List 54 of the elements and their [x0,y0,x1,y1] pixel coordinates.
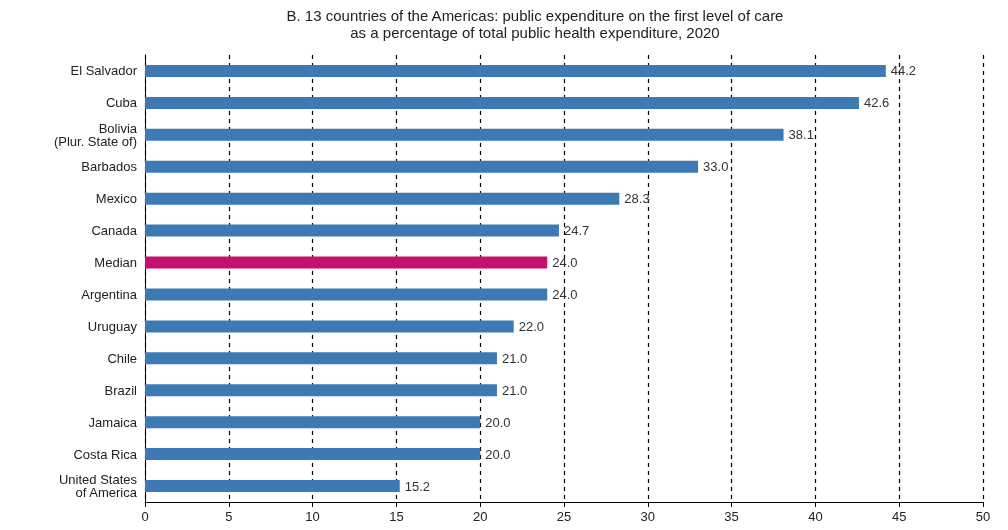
y-tick-label: Jamaica [88,414,138,430]
x-tick-label: 40 [808,509,823,524]
x-tick-label: 50 [975,509,991,524]
bar [145,96,859,109]
x-tick-label: 45 [891,509,907,524]
data-label: 20.0 [485,446,511,462]
bar [145,352,497,365]
data-label: 28.3 [624,191,650,207]
x-tick-label: 15 [389,509,404,524]
chart-title: B. 13 countries of the Americas: public expenditure on the first level of care as a percentage of total public health expenditure, 2020 [286,7,784,41]
y-tick-label: United States of America [58,472,138,501]
bar [145,224,559,237]
data-label: 24.7 [563,223,590,239]
data-label: 24.0 [552,286,578,302]
x-tick-label: 0 [141,509,149,524]
bar [145,320,514,333]
data-label: 44.2 [890,63,917,79]
bar [145,448,481,461]
x-tick-label: 20 [472,509,488,524]
x-tick-label: 5 [225,509,233,524]
y-tick-label: Chile [107,350,137,366]
data-label: 38.1 [788,127,814,143]
data-label: 24.0 [552,255,578,271]
data-label: 33.0 [703,159,729,175]
y-tick-label: Canada [91,223,138,239]
x-tick-label: 25 [556,509,572,524]
y-tick-label: El Salvador [70,63,138,79]
y-tick-label: Barbados [81,159,138,175]
bar [145,480,400,493]
y-tick-label: Bolivia (Plur. State of) [53,120,138,149]
data-label: 15.2 [404,478,431,494]
bar [145,256,548,269]
y-tick-label: Brazil [104,382,138,398]
y-tick-label: Argentina [81,286,138,302]
data-label: 21.0 [501,382,528,398]
y-tick-label: Costa Rica [73,446,138,462]
bar [145,288,548,301]
x-tick-label: 10 [305,509,320,524]
y-tick-label: Median [94,255,137,271]
y-tick-label: Cuba [105,95,138,111]
y-tick-label: Uruguay [87,318,138,334]
data-label: 21.0 [501,350,528,366]
bar [145,128,784,141]
x-tick-label: 35 [724,509,739,524]
bar [145,64,886,77]
bar [145,192,620,205]
bar [145,416,481,429]
data-label: 20.0 [485,414,511,430]
data-label: 42.6 [863,95,890,111]
data-label: 22.0 [518,318,545,334]
y-tick-label: Mexico [95,191,137,207]
bar [145,160,699,173]
bar [145,384,497,397]
x-tick-label: 30 [640,509,656,524]
